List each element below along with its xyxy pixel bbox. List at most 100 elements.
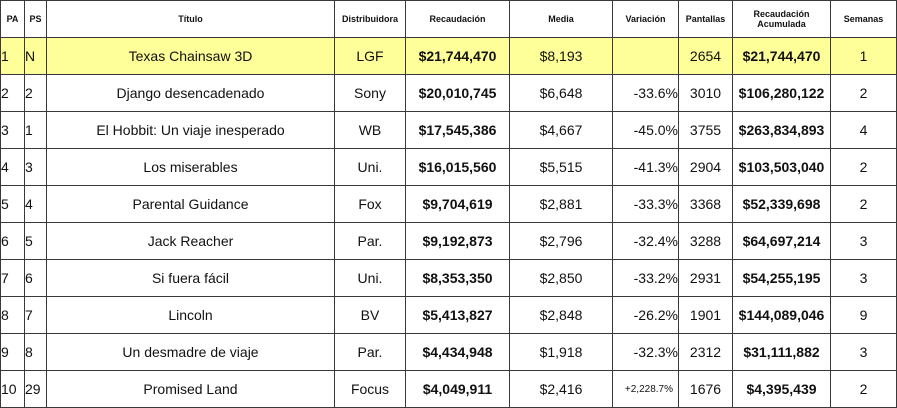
cell-ps: 2 <box>24 74 47 112</box>
cell-average: $2,848 <box>509 296 613 334</box>
cell-cumulative: $54,255,195 <box>732 259 831 297</box>
cell-cumulative: $64,697,214 <box>732 222 831 260</box>
table-row: 5 4 Parental Guidance Fox $9,704,619 $2,881 -3… <box>0 185 897 223</box>
cell-average: $6,648 <box>509 74 613 112</box>
cell-ps: 6 <box>24 259 47 297</box>
cell-screens: 2312 <box>678 333 733 371</box>
cell-pa: 5 <box>0 185 25 223</box>
cell-average: $2,850 <box>509 259 613 297</box>
cell-screens: 3755 <box>678 111 733 149</box>
cell-pa: 6 <box>0 222 25 260</box>
cell-average: $4,667 <box>509 111 613 149</box>
cell-screens: 2931 <box>678 259 733 297</box>
cell-weeks: 1 <box>830 37 897 75</box>
cell-cumulative: $106,280,122 <box>732 74 831 112</box>
cell-weeks: 3 <box>830 222 897 260</box>
cell-ps: 8 <box>24 333 47 371</box>
cell-title: Si fuera fácil <box>46 259 335 297</box>
header-gross: Recaudación <box>405 0 510 38</box>
cell-cumulative: $31,111,882 <box>732 333 831 371</box>
cell-distributor: WB <box>334 111 406 149</box>
cell-title: Parental Guidance <box>46 185 335 223</box>
cell-screens: 2654 <box>678 37 733 75</box>
cell-change: -32.4% <box>612 222 679 260</box>
cell-screens: 3288 <box>678 222 733 260</box>
cell-average: $2,796 <box>509 222 613 260</box>
cell-title: Lincoln <box>46 296 335 334</box>
cell-gross: $16,015,560 <box>405 148 510 186</box>
cell-pa: 2 <box>0 74 25 112</box>
cell-gross: $17,545,386 <box>405 111 510 149</box>
cell-distributor: Par. <box>334 333 406 371</box>
cell-weeks: 2 <box>830 148 897 186</box>
header-title: Título <box>46 0 335 38</box>
header-ps: PS <box>24 0 47 38</box>
cell-screens: 3010 <box>678 74 733 112</box>
header-row: PA PS Título Distribuidora Recaudación M… <box>0 0 897 38</box>
header-weeks: Semanas <box>830 0 897 38</box>
cell-title: Un desmadre de viaje <box>46 333 335 371</box>
cell-gross: $9,704,619 <box>405 185 510 223</box>
header-screens: Pantallas <box>678 0 733 38</box>
cell-screens: 3368 <box>678 185 733 223</box>
cell-cumulative: $144,089,046 <box>732 296 831 334</box>
cell-title: Django desencadenado <box>46 74 335 112</box>
cell-ps: 7 <box>24 296 47 334</box>
cell-change: -33.6% <box>612 74 679 112</box>
cell-average: $2,881 <box>509 185 613 223</box>
cell-distributor: Par. <box>334 222 406 260</box>
cell-distributor: BV <box>334 296 406 334</box>
cell-title: Los miserables <box>46 148 335 186</box>
cell-pa: 1 <box>0 37 25 75</box>
cell-ps: 29 <box>24 370 47 408</box>
cell-pa: 3 <box>0 111 25 149</box>
cell-cumulative: $52,339,698 <box>732 185 831 223</box>
cell-distributor: Fox <box>334 185 406 223</box>
table-row: 8 7 Lincoln BV $5,413,827 $2,848 -26.2% 1901 $14… <box>0 296 897 334</box>
header-cumulative: Recaudación Acumulada <box>732 0 831 38</box>
cell-distributor: LGF <box>334 37 406 75</box>
cell-weeks: 3 <box>830 333 897 371</box>
table-row: 2 2 Django desencadenado Sony $20,010,745 $6,… <box>0 74 897 112</box>
cell-distributor: Sony <box>334 74 406 112</box>
cell-weeks: 2 <box>830 370 897 408</box>
cell-gross: $9,192,873 <box>405 222 510 260</box>
cell-gross: $4,434,948 <box>405 333 510 371</box>
cell-gross: $21,744,470 <box>405 37 510 75</box>
cell-ps: 4 <box>24 185 47 223</box>
table-row: 6 5 Jack Reacher Par. $9,192,873 $2,796 -32.4%… <box>0 222 897 260</box>
cell-average: $1,918 <box>509 333 613 371</box>
header-pa: PA <box>0 0 25 38</box>
cell-weeks: 2 <box>830 185 897 223</box>
cell-distributor: Focus <box>334 370 406 408</box>
table-row: 4 3 Los miserables Uni. $16,015,560 $5,515 -41… <box>0 148 897 186</box>
cell-screens: 2904 <box>678 148 733 186</box>
header-change: Variación <box>612 0 679 38</box>
cell-screens: 1676 <box>678 370 733 408</box>
cell-average: $2,416 <box>509 370 613 408</box>
cell-cumulative: $263,834,893 <box>732 111 831 149</box>
cell-weeks: 4 <box>830 111 897 149</box>
cell-change: -33.3% <box>612 185 679 223</box>
table-row: 3 1 El Hobbit: Un viaje inesperado WB $17,54… <box>0 111 897 149</box>
cell-pa: 8 <box>0 296 25 334</box>
table-row: 7 6 Si fuera fácil Uni. $8,353,350 $2,850 -33.… <box>0 259 897 297</box>
cell-screens: 1901 <box>678 296 733 334</box>
cell-change <box>612 37 679 75</box>
cell-average: $8,193 <box>509 37 613 75</box>
cell-gross: $8,353,350 <box>405 259 510 297</box>
cell-ps: 1 <box>24 111 47 149</box>
cell-average: $5,515 <box>509 148 613 186</box>
cell-weeks: 2 <box>830 74 897 112</box>
cell-gross: $20,010,745 <box>405 74 510 112</box>
cell-weeks: 3 <box>830 259 897 297</box>
cell-pa: 9 <box>0 333 25 371</box>
cell-cumulative: $103,503,040 <box>732 148 831 186</box>
cell-pa: 10 <box>0 370 25 408</box>
cell-change: -45.0% <box>612 111 679 149</box>
cell-title: El Hobbit: Un viaje inesperado <box>46 111 335 149</box>
cell-change: -33.2% <box>612 259 679 297</box>
cell-pa: 7 <box>0 259 25 297</box>
table-row: 10 29 Promised Land Focus $4,049,911 $2,416 +2… <box>0 370 897 408</box>
cell-title: Texas Chainsaw 3D <box>46 37 335 75</box>
